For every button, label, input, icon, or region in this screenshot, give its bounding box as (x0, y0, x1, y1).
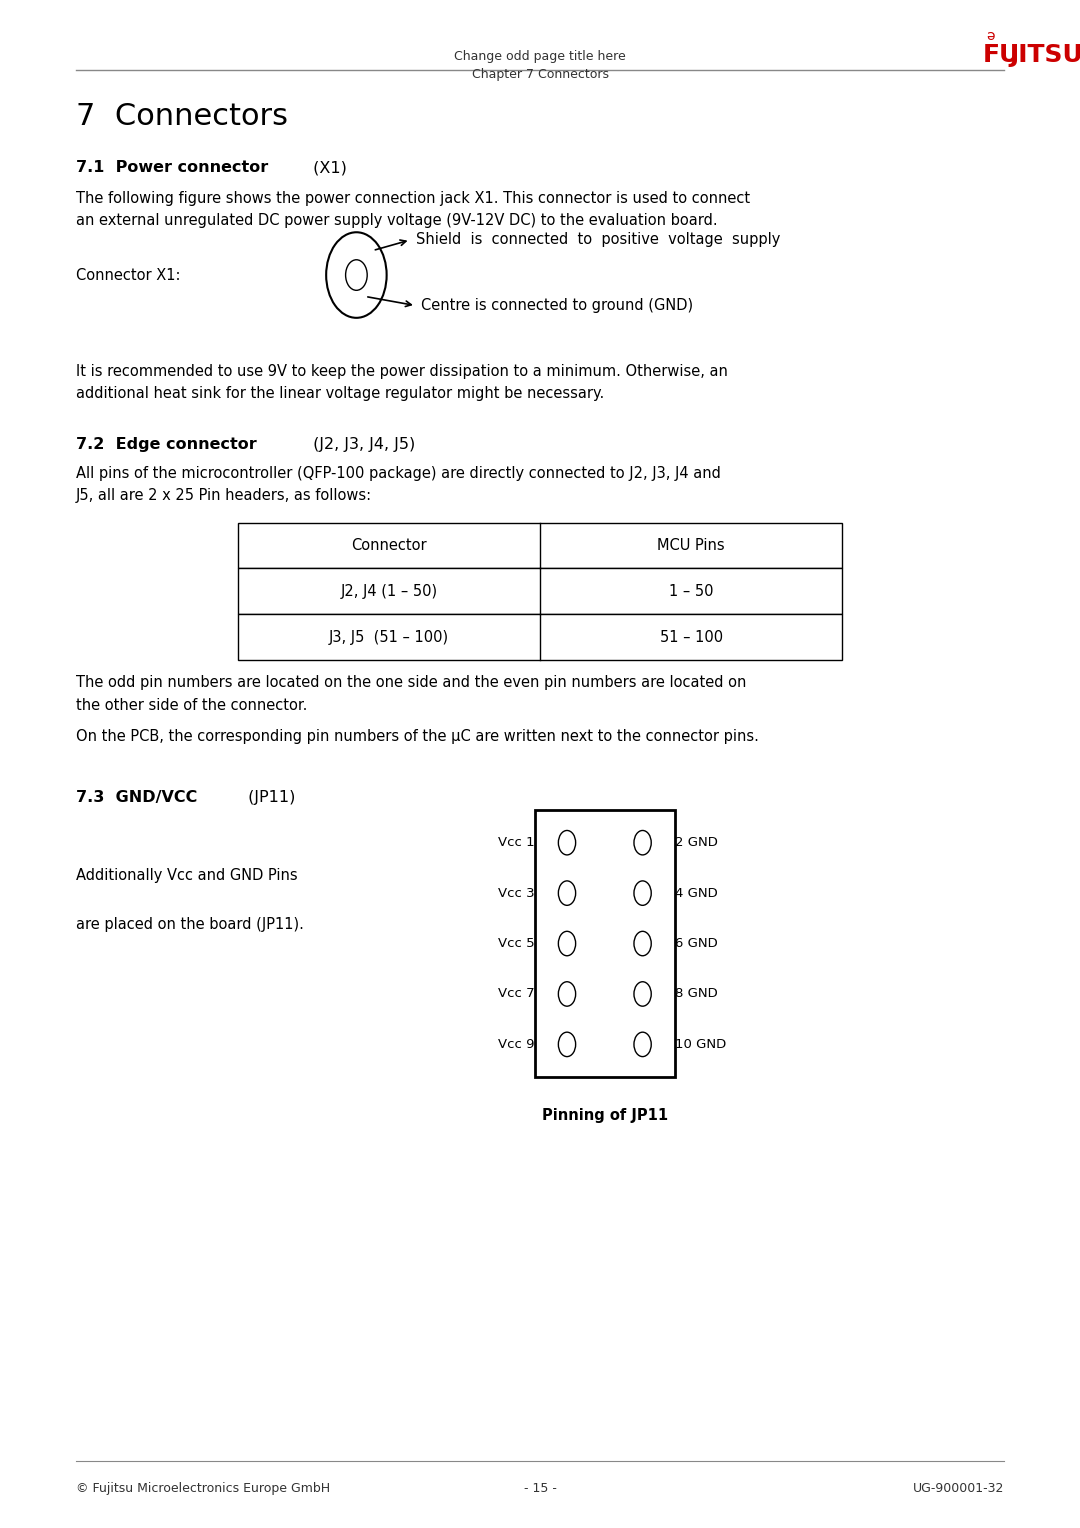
Text: Vcc 7: Vcc 7 (498, 987, 535, 1001)
Text: 10 GND: 10 GND (675, 1038, 726, 1051)
Text: JITSU: JITSU (1010, 43, 1080, 67)
Text: (JP11): (JP11) (243, 790, 295, 805)
Text: The following figure shows the power connection jack X1. This connector is used : The following figure shows the power con… (76, 191, 750, 228)
Text: ə: ə (986, 29, 995, 43)
Text: 51 – 100: 51 – 100 (660, 630, 723, 645)
Text: 7.1  Power connector: 7.1 Power connector (76, 160, 268, 176)
Text: (X1): (X1) (308, 160, 347, 176)
Text: 8 GND: 8 GND (675, 987, 718, 1001)
Text: 7  Connectors: 7 Connectors (76, 102, 287, 131)
Text: All pins of the microcontroller (QFP-100 package) are directly connected to J2, : All pins of the microcontroller (QFP-100… (76, 466, 720, 503)
Text: Centre is connected to ground (GND): Centre is connected to ground (GND) (421, 298, 693, 313)
FancyBboxPatch shape (238, 568, 842, 614)
Text: 7.2  Edge connector: 7.2 Edge connector (76, 437, 256, 452)
Text: FU: FU (983, 43, 1020, 67)
FancyBboxPatch shape (535, 810, 675, 1077)
Text: Vcc 5: Vcc 5 (498, 937, 535, 950)
Text: (J2, J3, J4, J5): (J2, J3, J4, J5) (308, 437, 415, 452)
Text: 7.3  GND/VCC: 7.3 GND/VCC (76, 790, 197, 805)
Text: Connector: Connector (351, 538, 427, 553)
Text: © Fujitsu Microelectronics Europe GmbH: © Fujitsu Microelectronics Europe GmbH (76, 1482, 329, 1496)
Text: UG-900001-32: UG-900001-32 (913, 1482, 1004, 1496)
Text: Shield  is  connected  to  positive  voltage  supply: Shield is connected to positive voltage … (416, 232, 780, 248)
Text: It is recommended to use 9V to keep the power dissipation to a minimum. Otherwis: It is recommended to use 9V to keep the … (76, 364, 728, 400)
Text: Vcc 3: Vcc 3 (498, 886, 535, 900)
Text: Connector X1:: Connector X1: (76, 267, 180, 283)
FancyBboxPatch shape (238, 614, 842, 660)
Text: Vcc 1: Vcc 1 (498, 836, 535, 850)
Text: Change odd page title here
Chapter 7 Connectors: Change odd page title here Chapter 7 Con… (454, 50, 626, 81)
FancyBboxPatch shape (238, 523, 842, 568)
Text: 2 GND: 2 GND (675, 836, 718, 850)
Text: Vcc 9: Vcc 9 (498, 1038, 535, 1051)
Text: Additionally Vcc and GND Pins: Additionally Vcc and GND Pins (76, 868, 297, 883)
Text: 6 GND: 6 GND (675, 937, 718, 950)
Text: - 15 -: - 15 - (524, 1482, 556, 1496)
Text: J3, J5  (51 – 100): J3, J5 (51 – 100) (328, 630, 449, 645)
Text: 4 GND: 4 GND (675, 886, 718, 900)
Text: On the PCB, the corresponding pin numbers of the μC are written next to the conn: On the PCB, the corresponding pin number… (76, 729, 758, 744)
Text: J2, J4 (1 – 50): J2, J4 (1 – 50) (340, 584, 437, 599)
Text: MCU Pins: MCU Pins (658, 538, 725, 553)
Text: are placed on the board (JP11).: are placed on the board (JP11). (76, 917, 303, 932)
Text: Pinning of JP11: Pinning of JP11 (542, 1108, 667, 1123)
Text: 1 – 50: 1 – 50 (669, 584, 714, 599)
Text: The odd pin numbers are located on the one side and the even pin numbers are loc: The odd pin numbers are located on the o… (76, 675, 746, 712)
